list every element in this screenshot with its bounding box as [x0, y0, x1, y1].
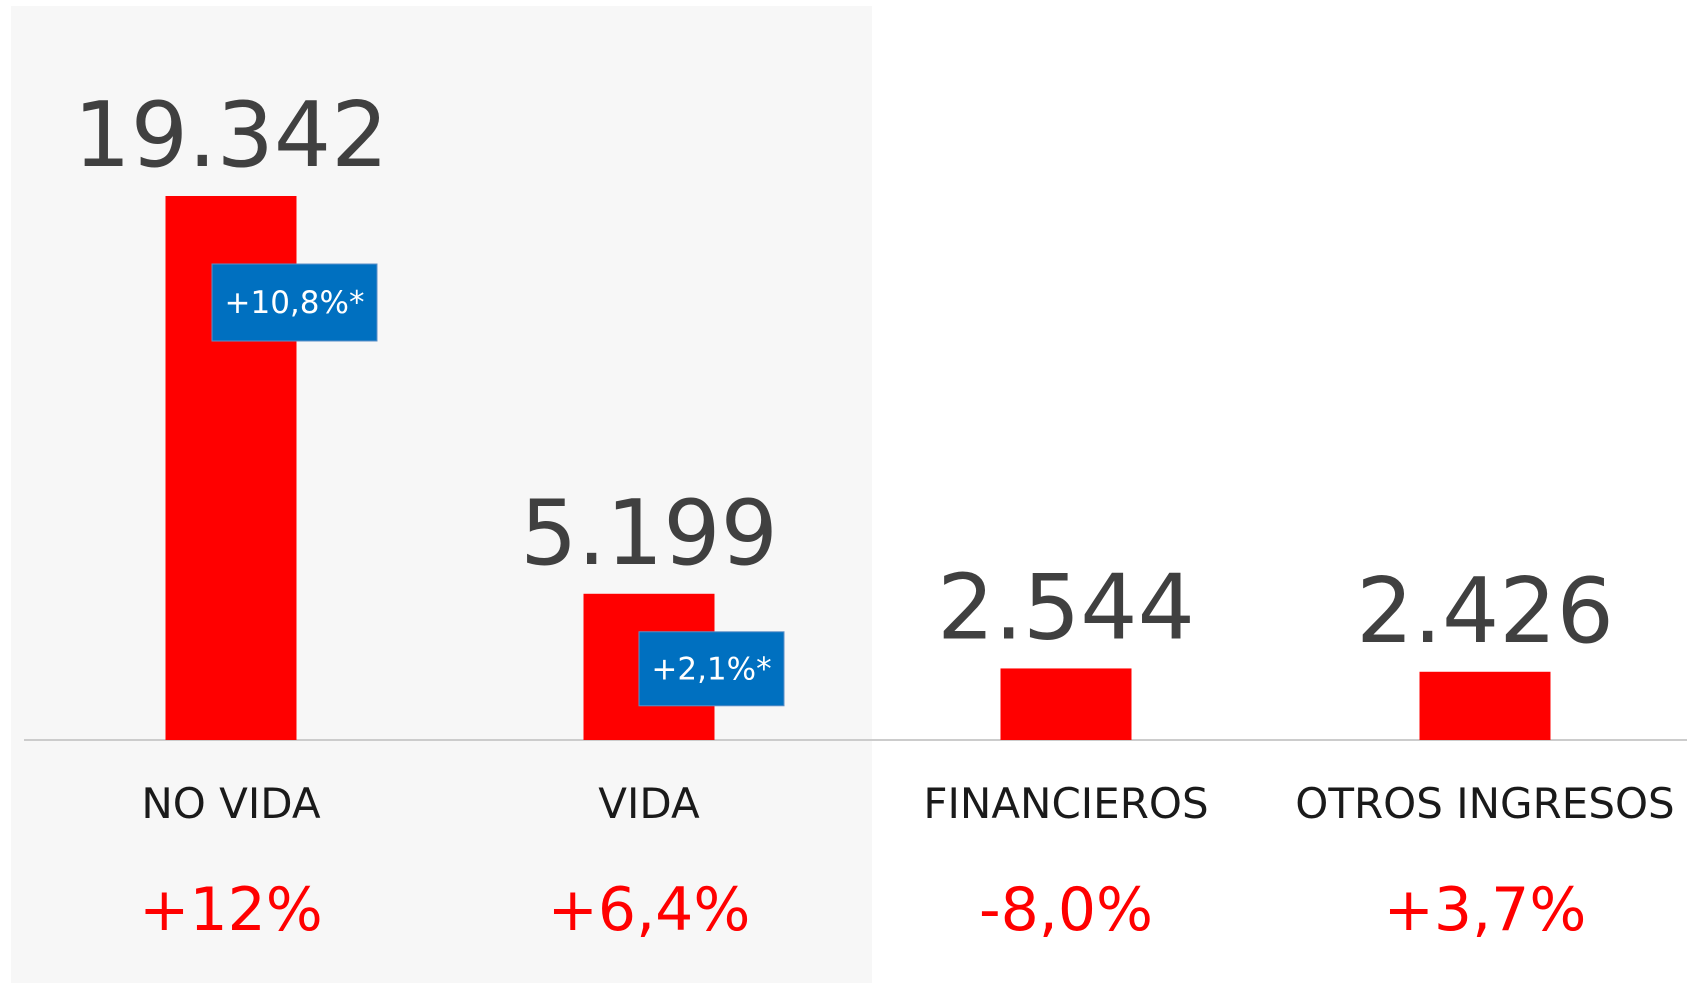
category-label: OTROS INGRESOS	[1295, 779, 1674, 828]
value-label: 5.199	[520, 481, 778, 586]
change-label: +3,7%	[1384, 875, 1587, 945]
value-label: 19.342	[74, 83, 389, 188]
value-label: 2.426	[1356, 559, 1614, 664]
category-label: VIDA	[598, 779, 700, 828]
badge	[211, 263, 378, 342]
category-label: NO VIDA	[141, 779, 321, 828]
category-label: FINANCIEROS	[923, 779, 1208, 828]
change-label: +6,4%	[548, 875, 751, 945]
value-label: 2.544	[937, 555, 1195, 660]
badge	[638, 631, 785, 707]
bar	[1419, 671, 1551, 740]
highlight-panel	[11, 6, 872, 983]
badge-label: +10,8%*	[225, 285, 365, 321]
change-label: -8,0%	[979, 875, 1153, 945]
change-label: +12%	[139, 875, 323, 945]
bar	[1000, 668, 1132, 740]
badge-label: +2,1%*	[651, 651, 771, 687]
